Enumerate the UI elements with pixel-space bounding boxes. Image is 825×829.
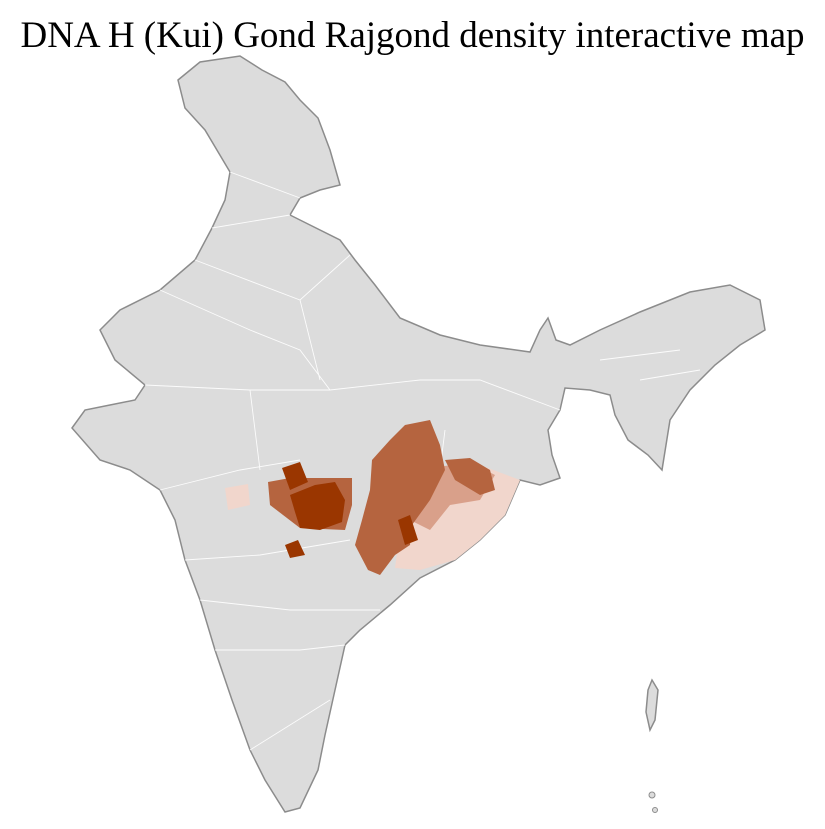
density-regions — [225, 420, 520, 575]
nicobar-island[interactable] — [648, 791, 656, 799]
region-very-low-west[interactable] — [225, 484, 250, 510]
region-high-maharashtra-north[interactable] — [282, 462, 308, 490]
region-high-maharashtra-south[interactable] — [285, 540, 305, 558]
map-title: DNA H (Kui) Gond Rajgond density interac… — [20, 15, 805, 56]
region-medium-chhattisgarh[interactable] — [355, 420, 445, 575]
andaman-islands[interactable] — [645, 678, 659, 733]
region-medium-jharkhand-edge[interactable] — [445, 458, 495, 495]
region-high-maharashtra-central[interactable] — [290, 482, 345, 530]
state-borders — [144, 171, 701, 751]
nicobar-island[interactable] — [652, 807, 658, 813]
region-high-chhattisgarh-south[interactable] — [398, 515, 418, 545]
